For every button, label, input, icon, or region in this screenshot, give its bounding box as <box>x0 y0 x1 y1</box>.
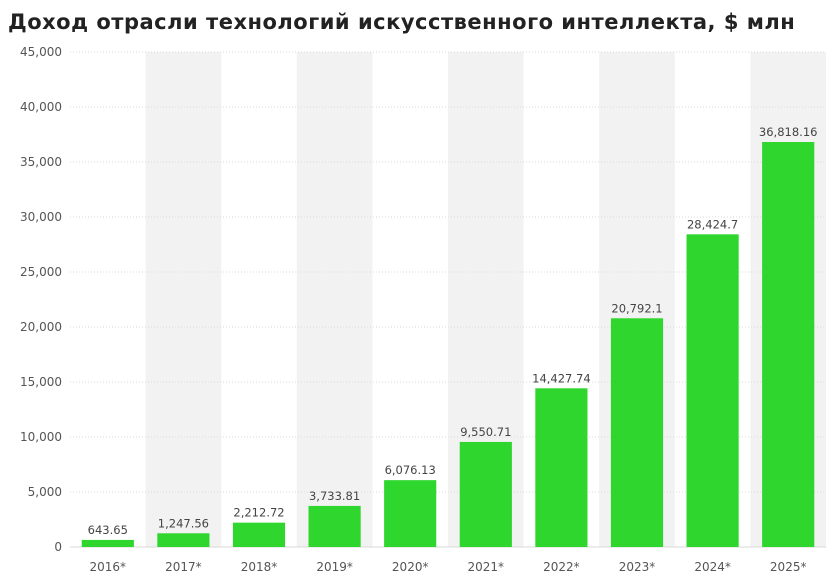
x-tick-label: 2023* <box>619 560 656 574</box>
bar-2021 <box>459 441 512 547</box>
bar-2025 <box>762 142 815 547</box>
data-label: 28,424.7 <box>687 217 738 231</box>
data-label: 6,076.13 <box>385 463 436 477</box>
x-tick-label: 2025* <box>770 560 807 574</box>
y-tick-label: 5,000 <box>28 485 62 499</box>
bars <box>81 142 815 547</box>
data-labels: 643.65 1,247.56 2,212.72 3,733.81 6,076.13 9,… <box>88 125 818 537</box>
y-tick-label: 10,000 <box>20 430 62 444</box>
x-tick-label: 2022* <box>543 560 580 574</box>
chart-title: Доход отрасли технологий искусственного … <box>8 10 796 34</box>
x-tick-label: 2019* <box>316 560 353 574</box>
y-tick-label: 45,000 <box>20 45 62 59</box>
data-label: 643.65 <box>88 523 128 537</box>
y-tick-label: 20,000 <box>20 320 62 334</box>
x-axis-ticks: 2016* 2017* 2018* 2019* 2020* 2021* 2022* 2023*… <box>90 560 807 574</box>
x-tick-label: 2021* <box>468 560 505 574</box>
y-tick-label: 30,000 <box>20 210 62 224</box>
data-label: 36,818.16 <box>759 125 818 139</box>
bar-2017 <box>157 533 210 547</box>
bar-2024 <box>686 234 739 547</box>
bar-2020 <box>384 480 437 547</box>
y-tick-label: 15,000 <box>20 375 62 389</box>
y-tick-label: 35,000 <box>20 155 62 169</box>
x-tick-label: 2024* <box>694 560 731 574</box>
band-3 <box>296 52 373 547</box>
x-tick-label: 2018* <box>241 560 278 574</box>
y-tick-label: 25,000 <box>20 265 62 279</box>
data-label: 9,550.71 <box>460 425 511 439</box>
x-tick-label: 2017* <box>165 560 202 574</box>
data-label: 14,427.74 <box>532 371 591 385</box>
x-tick-label: 2016* <box>90 560 127 574</box>
y-tick-label: 40,000 <box>20 100 62 114</box>
bar-2018 <box>232 522 286 547</box>
y-axis-ticks: 0 5,000 10,000 15,000 20,000 25,000 30,000 35,0… <box>20 45 62 554</box>
y-tick-label: 0 <box>54 540 62 554</box>
bar-2019 <box>308 505 361 547</box>
data-label: 3,733.81 <box>309 489 360 503</box>
bar-2016 <box>81 539 134 547</box>
data-label: 1,247.56 <box>158 516 209 530</box>
data-label: 2,212.72 <box>233 506 284 520</box>
bar-2023 <box>610 318 664 547</box>
bar-2022 <box>535 388 588 547</box>
band-1 <box>145 52 222 547</box>
data-label: 20,792.1 <box>611 301 662 315</box>
x-tick-label: 2020* <box>392 560 429 574</box>
